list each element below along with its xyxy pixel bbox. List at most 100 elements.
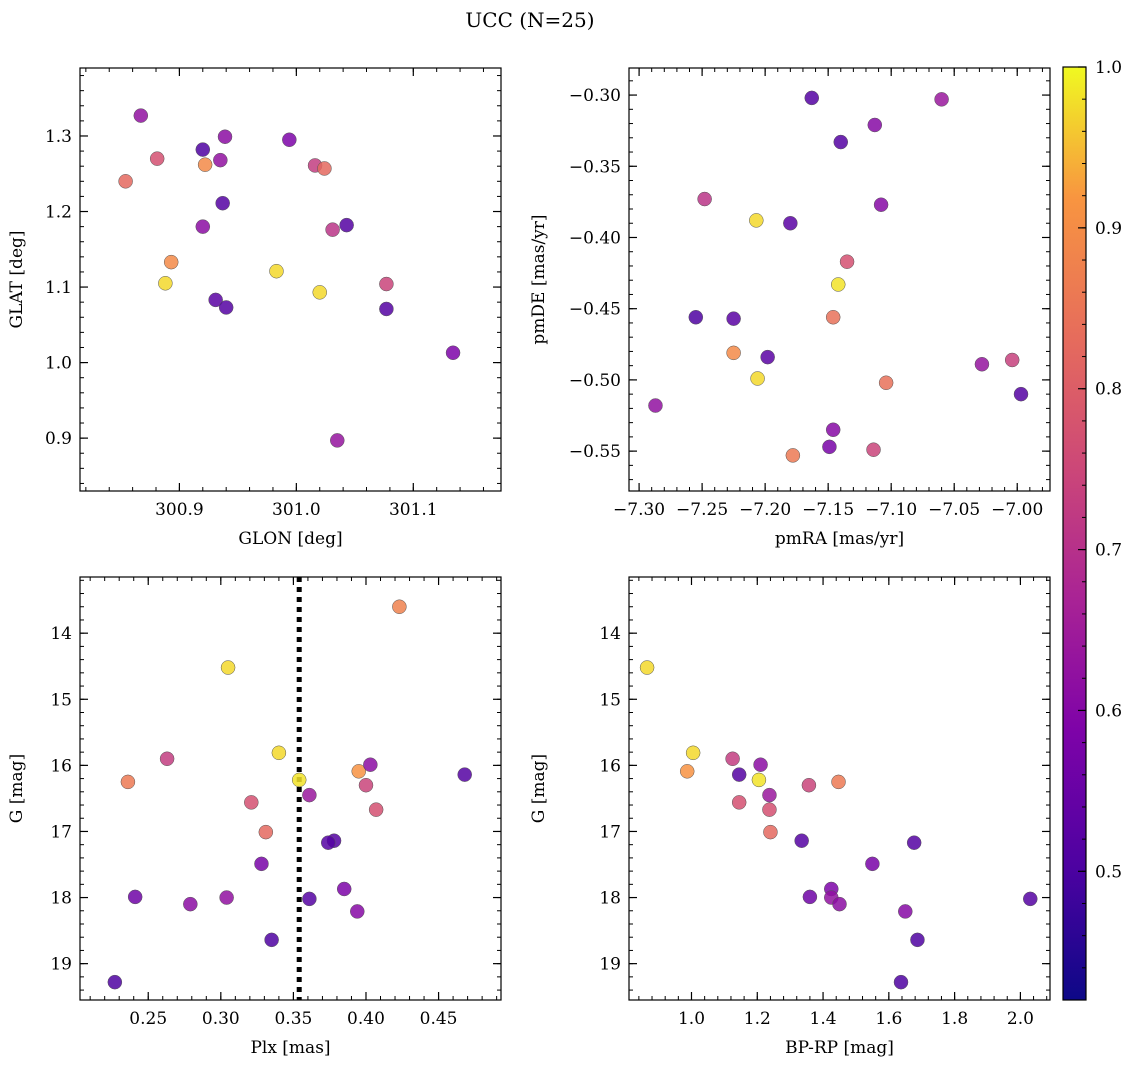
data-point [219,890,234,905]
plx-g-panel: 0.25 0.30 0.35 0.40 0.45 14 15 16 17 18 19 Plx [mas… [7,576,502,1058]
x-tick-label: −7.25 [676,500,728,520]
data-point [762,802,777,817]
data-point [825,309,841,325]
data-point [258,824,274,840]
data-point [195,142,211,157]
data-point [217,129,233,144]
data-point [244,795,259,810]
data-point [208,292,223,308]
data-point [833,134,849,150]
data-point [215,195,230,211]
data-point [749,213,764,228]
data-point [163,254,179,270]
data-point [763,824,778,840]
data-point [330,433,345,448]
y-tick-label: −0.55 [569,442,621,462]
data-point [195,219,211,234]
data-point [639,660,655,675]
y-axis-label: G [mag] [7,754,27,823]
data-point [264,932,279,948]
x-tick-label: 1.0 [678,1009,705,1029]
y-tick-label: 16 [599,756,621,776]
x-tick-label: 0.45 [420,1009,458,1029]
data-point [120,774,136,790]
data-point [336,881,352,897]
data-point [392,599,407,614]
data-point [271,745,287,761]
y-axis-label: pmDE [mas/yr] [529,214,549,344]
data-point [802,889,818,905]
pmra-pmde-axes-frame [628,67,1051,492]
data-point [218,300,234,315]
y-tick-label: −0.35 [569,157,621,177]
y-tick-label: −0.50 [569,371,621,391]
data-point [350,904,365,919]
data-point [830,277,846,292]
x-tick-label: −7.10 [865,500,917,520]
y-tick-label: 17 [50,822,72,842]
data-point [1004,352,1020,368]
y-axis-label: GLAT [deg] [7,230,27,328]
data-point [726,345,741,361]
x-tick-label: 2.0 [1007,1009,1034,1029]
data-point [648,398,663,413]
pmra-pmde-panel: −7.30 −7.25 −7.20 −7.15 −7.10 −7.05 −7.00 −0.55… [529,67,1051,549]
data-point [107,974,123,990]
data-point [910,932,925,948]
data-point [325,222,340,237]
y-tick-label: 1.0 [45,354,72,374]
data-point [302,787,317,803]
y-tick-label: 17 [599,822,621,842]
data-point [731,767,747,782]
x-axis-label: GLON [deg] [238,529,342,549]
x-tick-label: −7.00 [991,500,1043,520]
y-tick-label: 14 [50,624,72,644]
x-tick-label: 0.40 [347,1009,385,1029]
y-tick-label: −0.45 [569,300,621,320]
y-tick-label: −0.30 [569,86,621,106]
x-tick-label: −7.30 [613,500,665,520]
y-tick-label: 1.3 [45,127,72,147]
data-point [379,301,394,317]
data-point [302,891,317,907]
data-point [368,802,384,817]
data-point [254,856,269,872]
data-point [197,157,213,172]
data-point [351,764,366,779]
y-axis-label: G [mag] [529,754,549,823]
y-tick-label: 19 [50,955,72,975]
data-point [794,833,809,848]
x-axis-label: pmRA [mas/yr] [775,529,904,549]
y-tick-label: 19 [599,955,621,975]
y-tick-label: 1.2 [45,203,72,223]
data-point [317,161,332,176]
x-tick-label: 1.6 [875,1009,902,1029]
bprp-g-axes-frame [628,576,1051,1001]
x-tick-label: 0.30 [202,1009,240,1029]
data-point [445,345,461,361]
colorbar-tick-label: 0.9 [1095,219,1122,239]
data-point [1023,891,1038,907]
data-point [726,311,741,326]
data-point [725,751,740,767]
y-tick-label: 15 [50,690,72,710]
x-axis-label: Plx [mas] [250,1038,330,1058]
glon-glat-panel: 300.9 301.0 301.1 0.9 1.0 1.1 1.2 1.3 GLON [deg]… [7,67,502,549]
x-tick-label: 0.25 [129,1009,167,1029]
colorbar-frame [1062,66,1087,1001]
y-tick-label: 18 [50,889,72,909]
data-point [1013,386,1029,402]
data-point [801,777,817,793]
data-point [118,174,133,189]
glon-glat-axes-frame [79,67,502,492]
data-point [685,745,701,761]
colorbar-gradient [1063,67,1086,1000]
x-tick-label: −7.15 [802,500,854,520]
data-point [873,197,889,212]
data-point [785,448,801,463]
x-tick-label: 0.35 [274,1009,312,1029]
data-point [974,356,990,372]
data-point [282,132,297,148]
colorbar-tick-label: 0.5 [1095,862,1122,882]
